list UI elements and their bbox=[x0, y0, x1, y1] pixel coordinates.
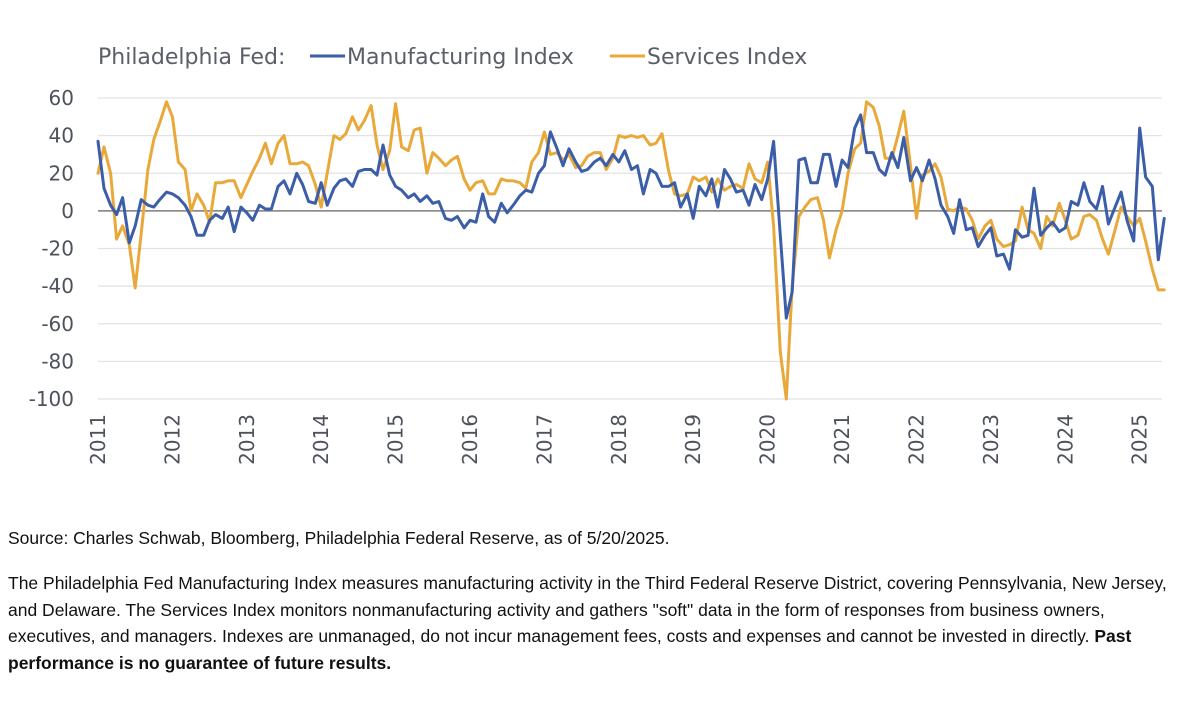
x-tick-label: 2021 bbox=[830, 414, 854, 465]
x-tick-label: 2013 bbox=[235, 414, 259, 465]
description-text: The Philadelphia Fed Manufacturing Index… bbox=[8, 573, 1167, 646]
y-tick-label: -80 bbox=[41, 349, 74, 373]
x-tick-label: 2015 bbox=[384, 414, 408, 465]
legend-entry-manufacturing: Manufacturing Index bbox=[347, 45, 574, 70]
x-tick-label: 2023 bbox=[979, 414, 1003, 465]
y-tick-label: 20 bbox=[49, 161, 74, 185]
y-tick-label: -60 bbox=[41, 312, 74, 336]
gridlines bbox=[98, 97, 1162, 400]
x-tick-label: 2020 bbox=[756, 414, 780, 465]
x-tick-label: 2018 bbox=[607, 414, 631, 465]
y-tick-label: -40 bbox=[41, 274, 74, 298]
x-tick-label: 2019 bbox=[681, 414, 705, 465]
x-tick-label: 2014 bbox=[309, 414, 333, 465]
y-tick-label: -20 bbox=[41, 237, 74, 261]
legend: Philadelphia Fed: Manufacturing Index Se… bbox=[98, 45, 807, 70]
y-axis-ticks: 60 40 20 0 -20 -40 -60 -80 -100 bbox=[29, 86, 74, 411]
x-tick-label: 2011 bbox=[86, 414, 110, 465]
line-chart: Philadelphia Fed: Manufacturing Index Se… bbox=[29, 45, 1166, 465]
y-tick-label: 40 bbox=[49, 124, 74, 148]
y-tick-label: 0 bbox=[61, 199, 74, 223]
description: The Philadelphia Fed Manufacturing Index… bbox=[8, 570, 1180, 676]
series-line-manufacturing bbox=[96, 113, 1166, 320]
y-tick-label: -100 bbox=[29, 387, 74, 411]
x-axis-ticks: 2011 2012 2013 2014 2015 2016 2017 2018 2019 2020… bbox=[86, 414, 1152, 465]
source-note: Source: Charles Schwab, Bloomberg, Phila… bbox=[8, 528, 670, 548]
x-tick-label: 2017 bbox=[532, 414, 556, 465]
disclaimer: Past performance is no guarantee of futu… bbox=[8, 626, 1132, 673]
series-lines bbox=[96, 100, 1166, 401]
legend-prefix: Philadelphia Fed: bbox=[98, 45, 285, 70]
series-line-services bbox=[96, 100, 1166, 401]
y-tick-label: 60 bbox=[49, 86, 74, 110]
x-tick-label: 2024 bbox=[1053, 414, 1077, 465]
x-tick-label: 2012 bbox=[160, 414, 184, 465]
x-tick-label: 2022 bbox=[904, 414, 928, 465]
x-tick-label: 2025 bbox=[1128, 414, 1152, 465]
x-tick-label: 2016 bbox=[458, 414, 482, 465]
legend-entry-services: Services Index bbox=[647, 45, 807, 70]
